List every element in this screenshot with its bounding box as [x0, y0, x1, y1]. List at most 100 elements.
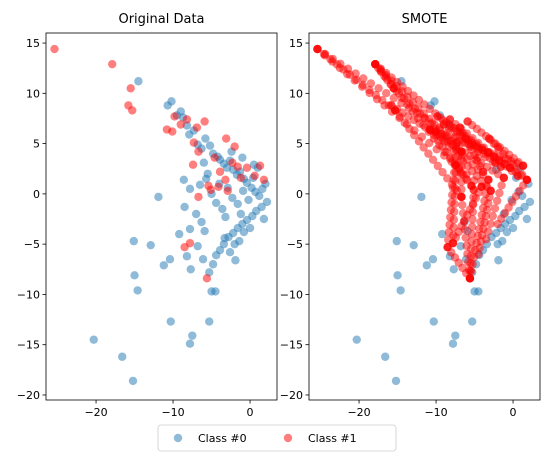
scatter-point [313, 44, 322, 54]
scatter-point [185, 184, 195, 194]
scatter-point [358, 80, 368, 90]
scatter-point [195, 180, 205, 190]
scatter-point [493, 219, 502, 229]
scatter-point [465, 274, 475, 283]
scatter-point [238, 153, 247, 162]
scatter-point [180, 202, 189, 212]
scatter-point [200, 226, 209, 236]
scatter-point [449, 265, 458, 274]
scatter-point [352, 335, 361, 344]
scatter-point [118, 352, 127, 361]
scatter-point [211, 198, 221, 208]
scatter-point [502, 162, 511, 171]
scatter-point [474, 250, 483, 259]
scatter-point [451, 331, 460, 340]
scatter-point [484, 227, 493, 236]
scatter-point [175, 229, 184, 239]
scatter-point [180, 242, 189, 252]
scatter-point [490, 152, 500, 162]
scatter-point [496, 157, 505, 166]
scatter-points [50, 44, 272, 386]
scatter-point [236, 173, 246, 182]
scatter-point [130, 271, 139, 280]
scatter-point [473, 138, 483, 148]
scatter-point [188, 331, 197, 340]
scatter-point [168, 127, 177, 136]
scatter-point [422, 261, 432, 270]
scatter-point [205, 141, 215, 150]
scatter-point [332, 60, 342, 69]
scatter-point [522, 214, 532, 224]
scatter-point [417, 192, 426, 202]
scatter-point [474, 287, 483, 296]
scatter-point [166, 317, 175, 326]
y-tick-label: −10 [17, 288, 40, 301]
scatter-point [188, 160, 198, 169]
scatter-point [179, 175, 189, 184]
scatter-point [159, 261, 169, 270]
scatter-point [484, 199, 493, 208]
scatter-point [225, 247, 235, 257]
scatter-point [50, 44, 59, 54]
scatter-point [165, 255, 175, 264]
scatter-point [221, 212, 230, 222]
y-tick-label: −15 [280, 339, 303, 352]
y-tick-label: 10 [26, 87, 40, 100]
x-tick-label: −20 [347, 406, 370, 419]
scatter-point [185, 339, 195, 348]
scatter-point [381, 352, 390, 361]
scatter-point [193, 241, 202, 251]
scatter-point [129, 236, 138, 246]
scatter-point [446, 205, 456, 215]
scatter-point [445, 115, 455, 124]
scatter-point [493, 239, 502, 249]
scatter-point [392, 236, 401, 246]
scatter-point [502, 227, 512, 237]
x-tick-label: −10 [161, 406, 184, 419]
scatter-point [495, 188, 504, 198]
scatter-point [220, 233, 229, 243]
scatter-point [479, 143, 488, 152]
scatter-point [446, 213, 455, 222]
scatter-point [475, 243, 484, 253]
scatter-point [202, 274, 212, 283]
scatter-point [198, 255, 208, 264]
scatter-point [200, 117, 209, 126]
y-tick-label: −20 [280, 389, 303, 402]
scatter-point [486, 219, 495, 228]
scatter-point [204, 181, 213, 191]
scatter-point [497, 181, 506, 190]
scatter-point [191, 209, 201, 219]
axis-ticks: −20 −10 0 −20 −15 −10 −5 0 5 10 15 [17, 37, 254, 419]
legend-marker-class-0 [173, 433, 183, 443]
scatter-point [228, 193, 237, 203]
scatter-point [448, 183, 458, 192]
y-tick-label: −10 [280, 288, 303, 301]
scatter-point [433, 161, 443, 171]
scatter-point [245, 223, 255, 233]
scatter-point [199, 158, 209, 167]
scatter-point [205, 317, 214, 326]
scatter-point [154, 192, 163, 202]
scatter-point [478, 167, 488, 176]
scatter-point [230, 142, 239, 151]
y-tick-label: 15 [26, 37, 40, 50]
scatter-point [409, 240, 418, 250]
scatter-point [133, 286, 142, 295]
scatter-point [395, 112, 405, 121]
scatter-point [208, 260, 218, 269]
scatter-point [447, 198, 456, 207]
y-tick-label: 0 [33, 188, 40, 201]
x-tick-label: 0 [510, 406, 517, 419]
scatter-point [215, 167, 225, 176]
scatter-point [448, 339, 458, 348]
scatter-point [457, 185, 466, 194]
scatter-point [525, 197, 535, 207]
scatter-point [345, 70, 355, 79]
scatter-point [486, 186, 495, 196]
scatter-point [443, 174, 452, 183]
scatter-point [409, 130, 419, 140]
scatter-point [255, 161, 265, 170]
x-tick-label: −10 [424, 406, 447, 419]
x-tick-label: 0 [247, 406, 254, 419]
